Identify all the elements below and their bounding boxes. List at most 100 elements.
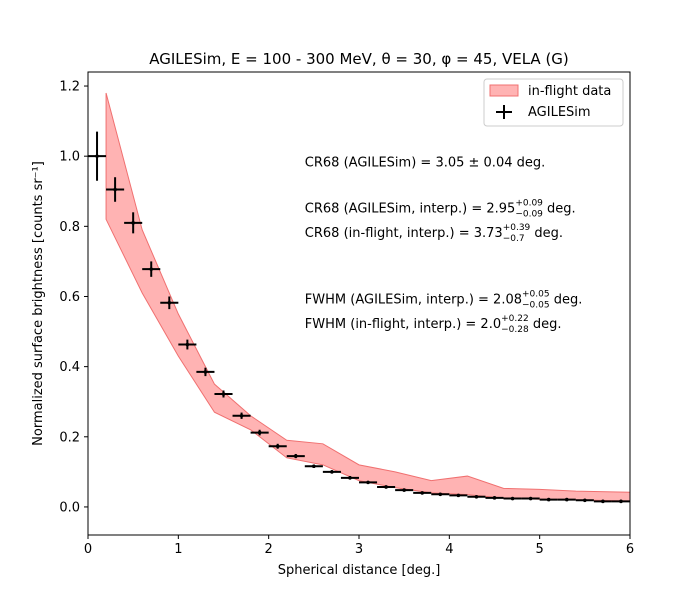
y-axis-label: Normalized surface brightness [counts sr… [31, 161, 46, 446]
point-marker [221, 392, 226, 396]
legend-box [483, 78, 624, 127]
point-marker [293, 454, 298, 458]
annotation-main-text: CR68 (AGILESim, interp.) = 2.95 [305, 201, 516, 216]
annotation-upper-error: +0.05 [522, 290, 550, 300]
annotation-lower-error: −0.05 [522, 301, 550, 311]
y-tick-label: 1.0 [59, 150, 80, 165]
data-point [377, 485, 396, 489]
annotation-cr68-sim: CR68 (AGILESim) = 3.05 ± 0.04 deg. [305, 156, 545, 171]
point-marker [167, 300, 172, 305]
point-marker [149, 267, 154, 271]
data-point [575, 498, 594, 503]
annotation-cr68-sim-interp: CR68 (AGILESim, interp.) = 2.95+0.09 −0.0… [305, 198, 576, 219]
y-tick-label: 0.6 [59, 290, 80, 305]
point-marker [113, 187, 117, 192]
annotation-suffix: deg. [529, 317, 562, 332]
data-point [88, 131, 107, 181]
legend-band-swatch [489, 84, 519, 97]
point-marker [366, 480, 370, 485]
point-marker [257, 430, 262, 435]
y-tick-label: 0.8 [59, 220, 80, 235]
x-tick-label: 4 [445, 542, 453, 557]
x-tick-label: 0 [84, 542, 92, 557]
legend-points-label: AGILESim [528, 105, 591, 120]
ticks-layer: 0 1 2 3 4 5 6 0.0 0.2 0.4 0.6 0.8 1.0 1.2 [59, 80, 634, 557]
point-marker [402, 488, 406, 492]
data-point [142, 261, 161, 277]
point-marker [131, 221, 135, 225]
annotation-suffix: deg. [550, 293, 583, 308]
annotation-lower-error: −0.28 [501, 325, 529, 335]
point-marker [546, 497, 551, 502]
data-point [160, 296, 179, 310]
annotation-upper-error: +0.39 [503, 223, 531, 233]
data-point [214, 390, 233, 398]
x-tick-label: 1 [174, 542, 182, 557]
point-marker [619, 499, 623, 504]
point-marker [185, 342, 190, 347]
data-point [521, 496, 540, 501]
annotation-fwhm-sim-interp: FWHM (AGILESim, interp.) = 2.08+0.05 −0.0… [305, 290, 583, 311]
x-tick-label: 2 [265, 542, 273, 557]
data-point [503, 496, 522, 501]
data-point [539, 497, 558, 502]
point-marker [456, 493, 461, 498]
data-point [106, 177, 125, 202]
x-tick-label: 3 [355, 542, 363, 557]
annotation-upper-error: +0.09 [515, 198, 543, 208]
x-tick-label: 6 [626, 542, 634, 557]
point-marker [275, 444, 280, 449]
data-point [322, 470, 341, 474]
point-marker [474, 494, 479, 499]
data-point [268, 443, 287, 449]
point-marker [312, 464, 316, 469]
data-point [286, 453, 305, 459]
chart-title: AGILESim, E = 100 - 300 MeV, θ = 30, φ =… [149, 50, 569, 68]
points-layer [88, 131, 630, 504]
x-tick-label: 5 [536, 542, 544, 557]
data-point [485, 496, 504, 500]
point-marker [564, 497, 569, 502]
point-marker [384, 485, 388, 489]
point-marker [95, 154, 99, 158]
point-marker [239, 413, 244, 418]
annotations: CR68 (AGILESim) = 3.05 ± 0.04 deg. CR68 (… [305, 156, 583, 335]
legend-marker-icon [496, 105, 512, 119]
point-marker [583, 498, 587, 503]
annotation-suffix: deg. [543, 201, 576, 216]
x-axis-label: Spherical distance [deg.] [278, 563, 441, 578]
point-marker [510, 496, 515, 501]
data-point [449, 493, 468, 498]
annotation-suffix: deg. [530, 226, 563, 241]
annotation-lower-error: −0.7 [503, 234, 525, 244]
point-marker [348, 476, 352, 480]
point-marker [528, 496, 533, 501]
y-tick-label: 1.2 [59, 80, 80, 95]
data-point [413, 491, 432, 495]
data-point [304, 464, 323, 469]
point-marker [330, 470, 334, 474]
data-point [431, 492, 450, 497]
data-point [593, 499, 612, 504]
data-point [557, 497, 576, 502]
data-point [359, 480, 378, 485]
legend: in-flight data AGILESim [483, 78, 624, 127]
data-point [124, 212, 143, 234]
point-marker [438, 492, 443, 497]
y-tick-label: 0.4 [59, 360, 80, 375]
annotation-main-text: CR68 (in-flight, interp.) = 3.73 [305, 226, 503, 241]
point-marker [203, 370, 208, 374]
data-point [395, 488, 414, 492]
data-point [467, 494, 486, 499]
point-marker [420, 491, 425, 495]
legend-band-label: in-flight data [528, 84, 611, 99]
y-tick-label: 0.2 [59, 430, 80, 445]
point-marker [492, 496, 497, 500]
data-point [340, 476, 359, 480]
annotation-upper-error: +0.22 [501, 314, 529, 324]
annotation-fwhm-flight-interp: FWHM (in-flight, interp.) = 2.0+0.22 −0.2… [305, 314, 562, 335]
annotation-main-text: FWHM (AGILESim, interp.) = 2.08 [305, 293, 522, 308]
point-marker [601, 499, 605, 504]
data-point [232, 412, 251, 419]
